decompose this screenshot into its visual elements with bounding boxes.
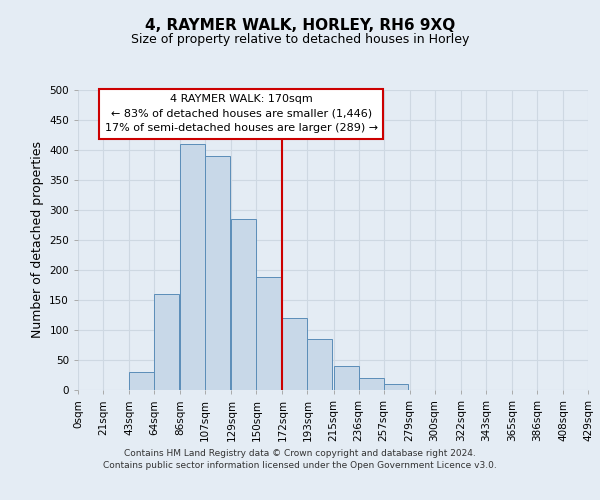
Bar [129,372,154,390]
Bar [359,378,383,390]
Bar [307,339,332,390]
Bar [283,318,307,390]
Text: Contains HM Land Registry data © Crown copyright and database right 2024.: Contains HM Land Registry data © Crown c… [124,448,476,458]
Text: Contains public sector information licensed under the Open Government Licence v3: Contains public sector information licen… [103,461,497,470]
Bar [334,366,359,390]
Bar [256,277,281,390]
Bar [205,156,230,390]
Bar [180,144,205,390]
Bar [232,219,256,390]
Text: 4 RAYMER WALK: 170sqm
← 83% of detached houses are smaller (1,446)
17% of semi-d: 4 RAYMER WALK: 170sqm ← 83% of detached … [104,94,378,134]
Text: 4, RAYMER WALK, HORLEY, RH6 9XQ: 4, RAYMER WALK, HORLEY, RH6 9XQ [145,18,455,32]
Y-axis label: Number of detached properties: Number of detached properties [31,142,44,338]
Bar [383,384,409,390]
Text: Size of property relative to detached houses in Horley: Size of property relative to detached ho… [131,32,469,46]
Bar [154,294,179,390]
